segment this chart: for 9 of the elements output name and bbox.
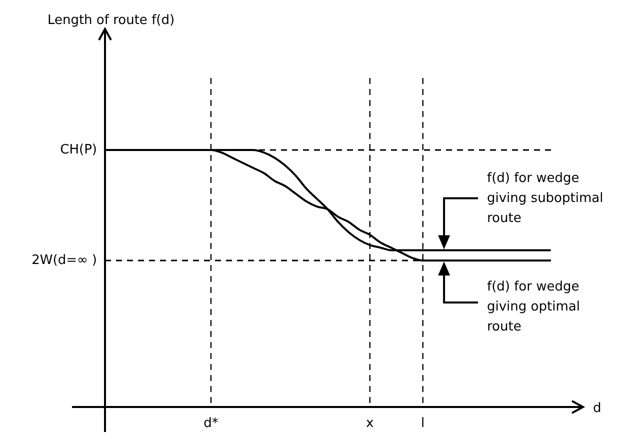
x-tick-label: d* [204,416,219,431]
text: Length of route f(d) [47,13,175,28]
annotation: f(d) for wedge giving optimal route [487,280,580,335]
x-tick-label: x [366,416,374,431]
x-tick-label: l [421,416,425,431]
x-axis-title: d [593,401,602,416]
ref-line-label: CH(P) [60,142,97,158]
annotation: f(d) for wedge giving suboptimal route [487,171,604,226]
ref-line-label: 2W(d=∞ ) [32,253,97,268]
